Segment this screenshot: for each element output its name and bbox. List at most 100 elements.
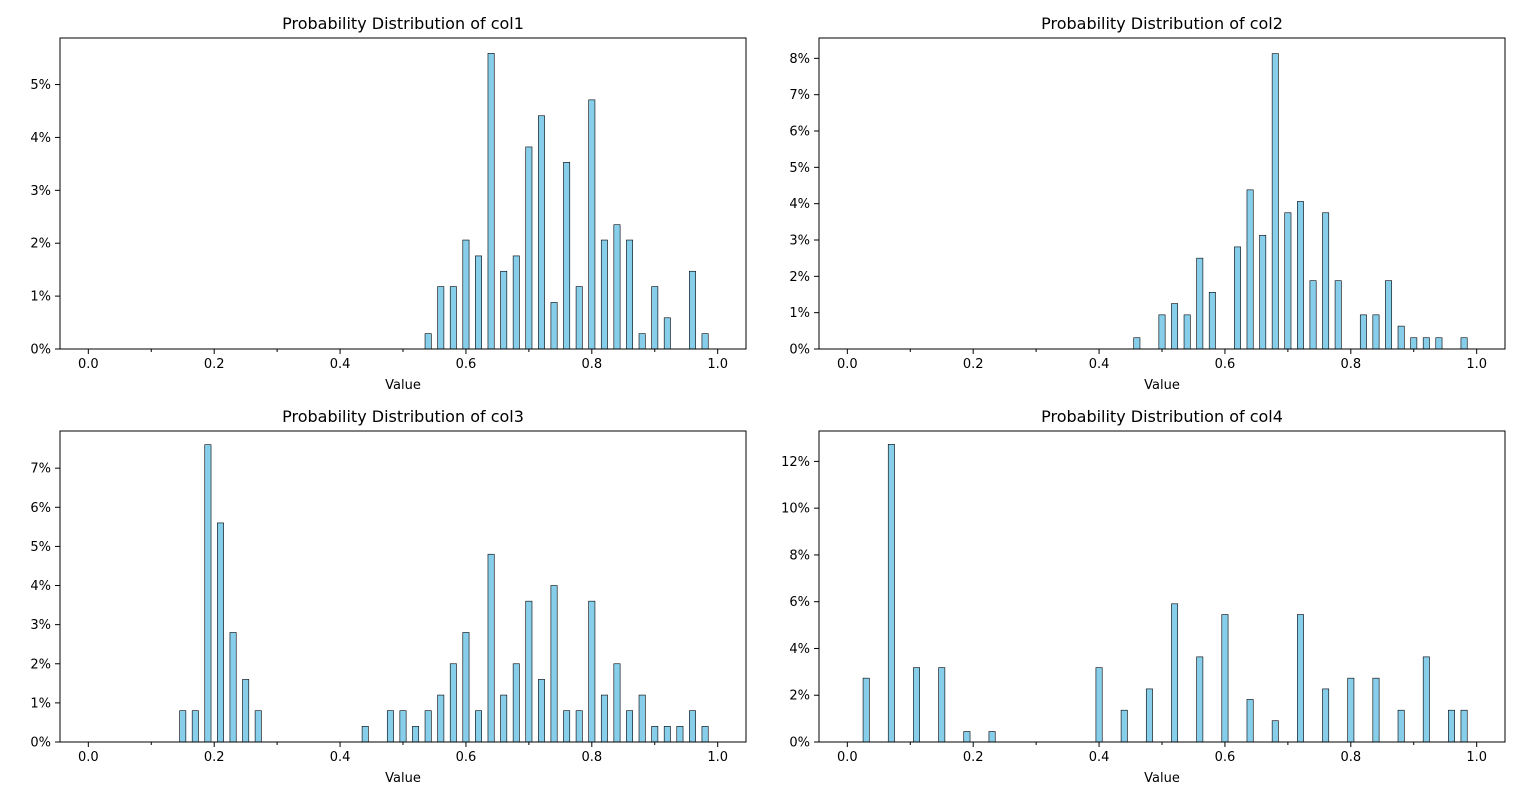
bar: [462, 239, 470, 350]
bar: [437, 286, 445, 350]
x-axis-label: Value: [385, 378, 421, 393]
bar: [1246, 699, 1254, 743]
y-tick-label: 1%: [30, 290, 51, 305]
bar: [487, 53, 495, 350]
bar: [689, 270, 696, 350]
y-tick-label: 10%: [781, 502, 810, 517]
bar: [651, 726, 659, 743]
bar: [1385, 280, 1393, 350]
bar: [500, 270, 508, 350]
bar: [1460, 337, 1468, 350]
x-tick-label: 1.0: [707, 357, 728, 372]
subplot-1: Probability Distribution of col1 0.0 0.2 0.…: [30, 14, 747, 393]
bar: [1372, 677, 1380, 743]
bar: [588, 600, 596, 743]
bar: [475, 710, 482, 743]
bar: [963, 731, 971, 743]
y-tick-label: 7%: [30, 462, 51, 477]
x-tick-label: 0.2: [963, 750, 984, 765]
x-axis-label: Value: [1144, 378, 1180, 393]
subplot-2: Probability Distribution of col2 0.0 0.2 0.…: [789, 14, 1506, 393]
bar: [626, 239, 634, 350]
y-tick-label: 12%: [781, 455, 810, 470]
y-tick-label: 2%: [789, 270, 810, 285]
x-tick-label: 0.0: [78, 750, 99, 765]
bar: [663, 317, 671, 350]
bar: [217, 522, 224, 743]
bar: [1095, 667, 1103, 743]
axes-frame: [818, 37, 1506, 350]
bar: [701, 726, 709, 743]
x-tick-label: 0.4: [330, 750, 351, 765]
bar: [538, 115, 545, 350]
y-tick-label: 7%: [789, 88, 810, 103]
y-tick-label: 4%: [789, 197, 810, 212]
bar: [1120, 709, 1128, 743]
x-tick-label: 0.8: [1340, 357, 1361, 372]
x-tick-label: 0.8: [581, 750, 602, 765]
x-tick-label: 1.0: [1466, 357, 1487, 372]
bar: [600, 239, 608, 350]
bar: [500, 694, 508, 743]
bar: [424, 710, 432, 743]
bar: [512, 255, 520, 350]
bar: [1422, 656, 1430, 743]
bar: [229, 632, 237, 743]
bar: [1410, 337, 1418, 350]
bar: [1171, 303, 1179, 350]
y-tick-label: 0%: [30, 736, 51, 751]
bar: [701, 333, 709, 350]
x-tick-label: 0.0: [78, 357, 99, 372]
bar: [424, 333, 432, 350]
x-tick-label: 0.2: [204, 750, 225, 765]
bar: [988, 731, 996, 743]
subplot-title: Probability Distribution of col4: [1041, 407, 1283, 426]
y-tick-label: 1%: [30, 696, 51, 711]
x-tick-label: 0.4: [1089, 357, 1110, 372]
bar: [1422, 337, 1430, 350]
bar: [575, 286, 583, 350]
bar: [1372, 314, 1380, 350]
y-tick-label: 2%: [789, 689, 810, 704]
bar: [550, 585, 558, 743]
x-tick-label: 0.2: [963, 357, 984, 372]
y-tick-label: 5%: [789, 161, 810, 176]
y-tick-label: 0%: [789, 343, 810, 358]
bar: [525, 146, 533, 350]
bar: [600, 694, 608, 743]
subplot-title: Probability Distribution of col2: [1041, 14, 1283, 33]
bar: [242, 679, 250, 743]
bar: [1309, 280, 1317, 350]
x-tick-label: 0.6: [456, 357, 477, 372]
bar: [412, 726, 420, 743]
bar: [1322, 212, 1330, 350]
subplot-title: Probability Distribution of col3: [282, 407, 524, 426]
bar: [179, 710, 187, 743]
bar: [1322, 688, 1330, 743]
bar: [1183, 314, 1191, 350]
x-tick-label: 0.4: [1089, 750, 1110, 765]
bar: [689, 710, 696, 743]
axes-frame: [59, 37, 747, 350]
y-tick-label: 4%: [789, 642, 810, 657]
y-tick-label: 2%: [30, 237, 51, 252]
bar: [475, 255, 482, 350]
x-tick-label: 0.0: [837, 357, 858, 372]
x-tick-label: 0.4: [330, 357, 351, 372]
bar: [399, 710, 407, 743]
bar: [938, 667, 946, 743]
bar: [204, 444, 212, 743]
bar: [512, 663, 520, 743]
x-axis-label: Value: [385, 771, 421, 786]
bar: [1145, 688, 1153, 743]
bar: [1208, 292, 1216, 350]
bar: [1259, 234, 1267, 350]
axes-frame: [818, 430, 1506, 743]
bar: [361, 726, 369, 743]
bar: [550, 302, 558, 350]
subplot-4: Probability Distribution of col4 0.0 0.2 0.…: [781, 407, 1506, 786]
x-tick-label: 1.0: [1466, 750, 1487, 765]
bar: [563, 161, 571, 350]
